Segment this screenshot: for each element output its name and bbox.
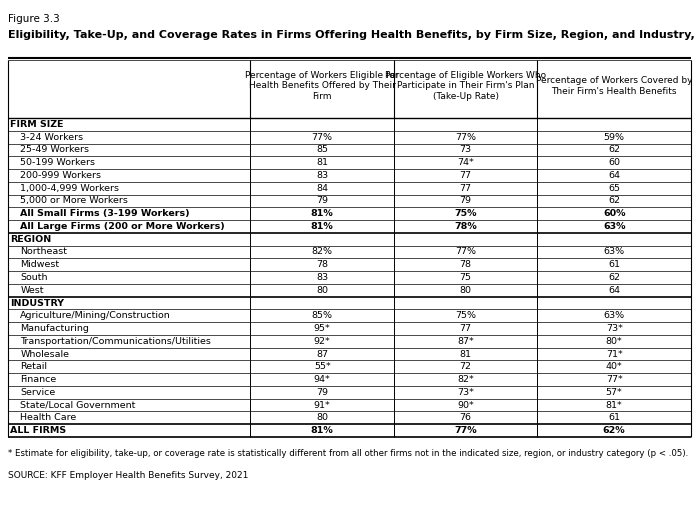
Text: 77%: 77% (312, 133, 332, 142)
Text: 55*: 55* (314, 362, 330, 371)
Text: 80: 80 (316, 413, 328, 423)
Text: 79: 79 (316, 388, 328, 397)
Text: 87*: 87* (457, 337, 474, 346)
Text: * Estimate for eligibility, take-up, or coverage rate is statistically different: * Estimate for eligibility, take-up, or … (8, 449, 688, 458)
Text: 82%: 82% (312, 247, 332, 256)
Text: INDUSTRY: INDUSTRY (10, 299, 64, 307)
Text: 77: 77 (459, 324, 472, 333)
Text: West: West (20, 286, 44, 295)
Text: 80*: 80* (606, 337, 622, 346)
Text: Agriculture/Mining/Construction: Agriculture/Mining/Construction (20, 311, 171, 320)
Text: Percentage of Workers Covered by
Their Firm's Health Benefits: Percentage of Workers Covered by Their F… (536, 76, 692, 96)
Text: 61: 61 (608, 260, 620, 269)
Text: Midwest: Midwest (20, 260, 59, 269)
Text: 57*: 57* (606, 388, 622, 397)
Text: 78: 78 (459, 260, 472, 269)
Text: 87: 87 (316, 350, 328, 359)
Text: 1,000-4,999 Workers: 1,000-4,999 Workers (20, 183, 119, 193)
Text: 83: 83 (316, 171, 328, 180)
Text: 65: 65 (608, 183, 620, 193)
Text: 82*: 82* (457, 375, 474, 384)
Text: 74*: 74* (457, 158, 474, 167)
Text: 62: 62 (608, 145, 620, 154)
Text: Eligibility, Take-Up, and Coverage Rates in Firms Offering Health Benefits, by F: Eligibility, Take-Up, and Coverage Rates… (8, 30, 697, 40)
Text: 81: 81 (459, 350, 472, 359)
Text: All Small Firms (3-199 Workers): All Small Firms (3-199 Workers) (20, 209, 190, 218)
Text: 64: 64 (608, 286, 620, 295)
Text: 60%: 60% (603, 209, 625, 218)
Text: 92*: 92* (314, 337, 330, 346)
Text: 25-49 Workers: 25-49 Workers (20, 145, 89, 154)
Text: 78%: 78% (454, 222, 477, 231)
Text: 83: 83 (316, 273, 328, 282)
Text: 77*: 77* (606, 375, 622, 384)
Text: State/Local Government: State/Local Government (20, 400, 136, 410)
Text: REGION: REGION (10, 235, 52, 244)
Text: 77%: 77% (454, 426, 477, 435)
Text: FIRM SIZE: FIRM SIZE (10, 120, 63, 129)
Text: 80: 80 (316, 286, 328, 295)
Text: 73*: 73* (606, 324, 622, 333)
Text: 62%: 62% (603, 426, 625, 435)
Text: Figure 3.3: Figure 3.3 (8, 14, 60, 24)
Text: 40*: 40* (606, 362, 622, 371)
Text: 90*: 90* (457, 400, 474, 410)
Text: 3-24 Workers: 3-24 Workers (20, 133, 84, 142)
Text: 62: 62 (608, 273, 620, 282)
Text: Health Care: Health Care (20, 413, 77, 423)
Text: 77%: 77% (455, 133, 476, 142)
Text: 64: 64 (608, 171, 620, 180)
Text: 50-199 Workers: 50-199 Workers (20, 158, 95, 167)
Text: 77: 77 (459, 183, 472, 193)
Text: 81%: 81% (311, 222, 334, 231)
Text: 79: 79 (316, 196, 328, 206)
Text: 61: 61 (608, 413, 620, 423)
Text: 60: 60 (608, 158, 620, 167)
Text: 95*: 95* (314, 324, 330, 333)
Text: 79: 79 (459, 196, 472, 206)
Text: 84: 84 (316, 183, 328, 193)
Text: Percentage of Eligible Workers Who
Participate in Their Firm's Plan
(Take-Up Rat: Percentage of Eligible Workers Who Parti… (385, 71, 546, 101)
Text: South: South (20, 273, 48, 282)
Text: 94*: 94* (314, 375, 330, 384)
Text: 72: 72 (459, 362, 472, 371)
Text: Northeast: Northeast (20, 247, 68, 256)
Text: 81*: 81* (606, 400, 622, 410)
Text: SOURCE: KFF Employer Health Benefits Survey, 2021: SOURCE: KFF Employer Health Benefits Sur… (8, 471, 248, 480)
Text: Percentage of Workers Eligible for
Health Benefits Offered by Their
Firm: Percentage of Workers Eligible for Healt… (245, 71, 399, 101)
Text: 91*: 91* (314, 400, 330, 410)
Text: 200-999 Workers: 200-999 Workers (20, 171, 101, 180)
Text: 75: 75 (459, 273, 472, 282)
Text: Transportation/Communications/Utilities: Transportation/Communications/Utilities (20, 337, 211, 346)
Text: 63%: 63% (604, 311, 625, 320)
Text: Service: Service (20, 388, 56, 397)
Text: 78: 78 (316, 260, 328, 269)
Text: 71*: 71* (606, 350, 622, 359)
Text: Wholesale: Wholesale (20, 350, 69, 359)
Text: Finance: Finance (20, 375, 56, 384)
Text: ALL FIRMS: ALL FIRMS (10, 426, 66, 435)
Text: 75%: 75% (455, 311, 476, 320)
Text: 77: 77 (459, 171, 472, 180)
Text: Retail: Retail (20, 362, 47, 371)
Text: 81: 81 (316, 158, 328, 167)
Text: 59%: 59% (604, 133, 625, 142)
Text: 62: 62 (608, 196, 620, 206)
Text: 77%: 77% (455, 247, 476, 256)
Text: 5,000 or More Workers: 5,000 or More Workers (20, 196, 128, 206)
Text: 63%: 63% (603, 222, 625, 231)
Text: 85: 85 (316, 145, 328, 154)
Text: All Large Firms (200 or More Workers): All Large Firms (200 or More Workers) (20, 222, 225, 231)
Text: 85%: 85% (312, 311, 332, 320)
Text: 73*: 73* (457, 388, 474, 397)
Text: 81%: 81% (311, 426, 334, 435)
Text: 73: 73 (459, 145, 472, 154)
Text: 63%: 63% (604, 247, 625, 256)
Text: 81%: 81% (311, 209, 334, 218)
Text: 76: 76 (459, 413, 472, 423)
Text: 75%: 75% (454, 209, 477, 218)
Text: Manufacturing: Manufacturing (20, 324, 89, 333)
Text: 80: 80 (459, 286, 472, 295)
